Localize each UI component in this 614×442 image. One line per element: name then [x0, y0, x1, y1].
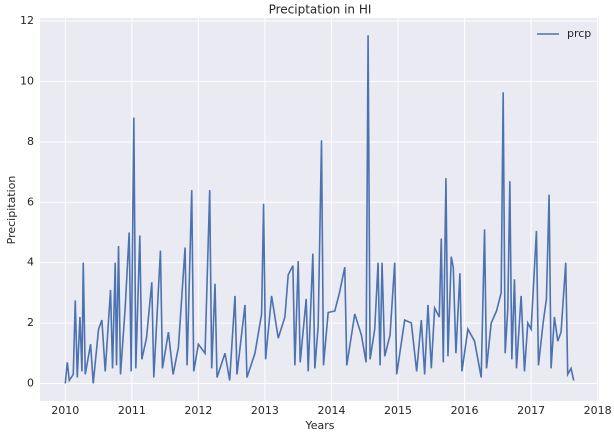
x-tick-label: 2010: [51, 404, 79, 417]
legend-label: prcp: [567, 27, 591, 40]
y-tick-label: 4: [27, 256, 34, 269]
x-axis-label: Years: [304, 419, 334, 432]
x-tick-label: 2015: [384, 404, 412, 417]
y-tick-label: 12: [20, 14, 34, 27]
x-tick-label: 2013: [251, 404, 279, 417]
x-tick-label: 2014: [317, 404, 345, 417]
y-tick-label: 10: [20, 74, 34, 87]
data-line: [64, 35, 575, 384]
x-tick-label: 2011: [118, 404, 146, 417]
y-tick-label: 6: [27, 195, 34, 208]
x-tick-label: 2016: [451, 404, 479, 417]
x-tick-label: 2012: [184, 404, 212, 417]
y-tick-label: 0: [27, 376, 34, 389]
y-axis-label: Precipitation: [5, 176, 18, 245]
y-tick-label: 8: [27, 135, 34, 148]
x-tick-label: 2017: [517, 404, 545, 417]
y-tick-label: 2: [27, 316, 34, 329]
x-tick-label: 2018: [584, 404, 612, 417]
chart-title: Preciptation in HI: [269, 3, 372, 17]
